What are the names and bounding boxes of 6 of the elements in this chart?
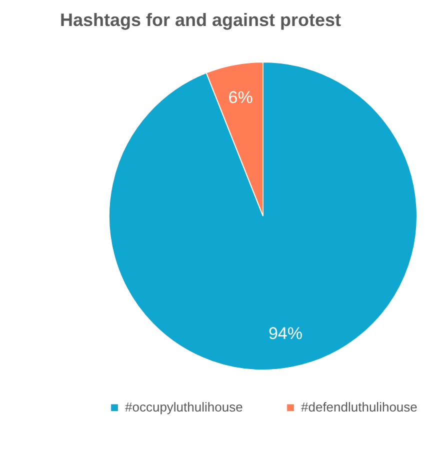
data-label: 6% — [228, 88, 253, 108]
legend-label: #defendluthulihouse — [301, 400, 418, 415]
pie-slice — [108, 62, 418, 370]
legend-label: #occupyluthulihouse — [125, 400, 243, 415]
data-label: 94% — [268, 324, 302, 343]
chart-title: Hashtags for and against protest — [60, 10, 342, 30]
